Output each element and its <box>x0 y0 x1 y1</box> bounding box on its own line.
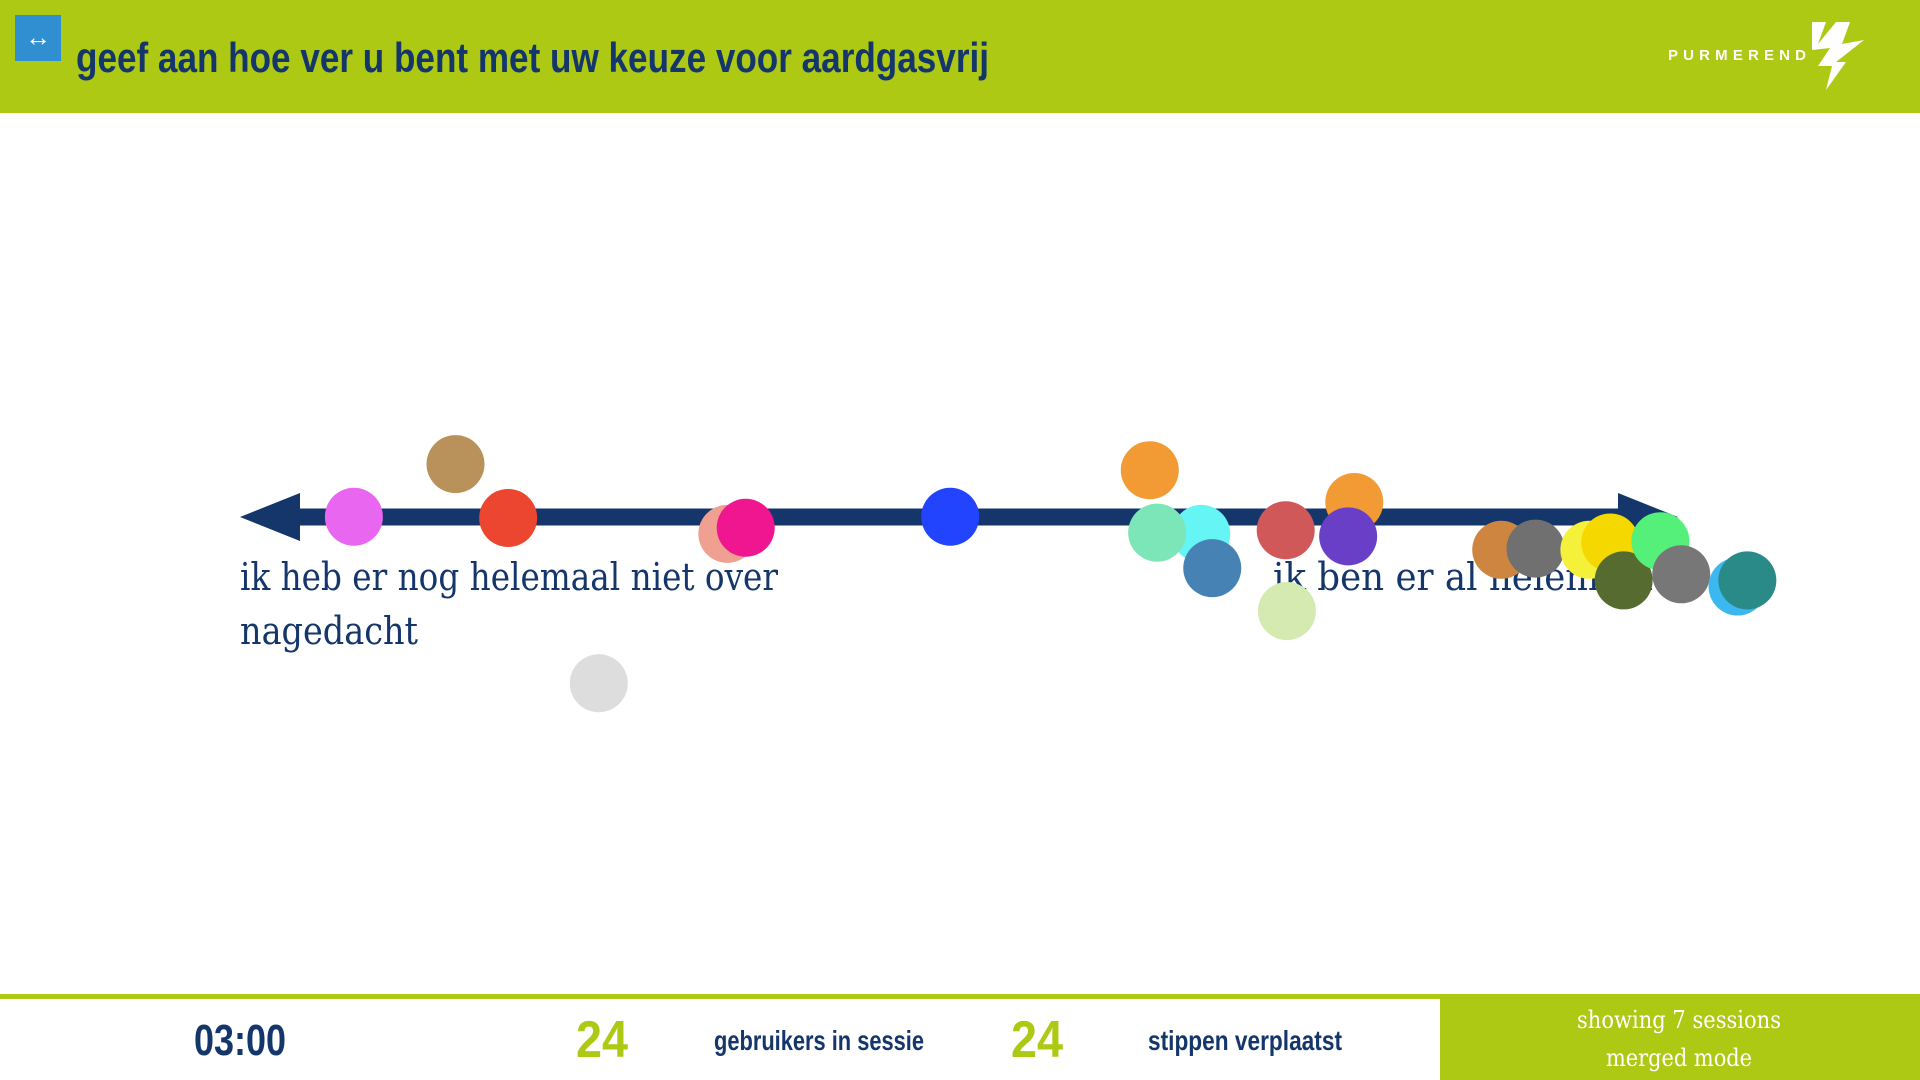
title: geef aan hoe ver u bent met uw keuze voo… <box>76 34 989 81</box>
dot[interactable] <box>569 654 628 713</box>
header-bar <box>0 0 1920 113</box>
dot[interactable] <box>1183 539 1242 598</box>
users-count: 24 <box>576 1011 628 1069</box>
toggle-button[interactable] <box>15 15 61 61</box>
toggle-icon[interactable]: ↔ <box>25 22 51 52</box>
dot[interactable] <box>1120 441 1179 500</box>
users-label: gebruikers in sessie <box>714 1025 924 1056</box>
timer: 03:00 <box>194 1016 286 1065</box>
left-label: nagedacht <box>240 609 418 653</box>
dot[interactable] <box>1128 503 1187 562</box>
dot[interactable] <box>1594 551 1653 610</box>
dot[interactable] <box>1257 582 1316 641</box>
dot[interactable] <box>716 498 775 557</box>
dot[interactable] <box>1319 507 1378 566</box>
footer-rule <box>0 994 1920 999</box>
logo-mark <box>1812 22 1864 90</box>
moved-count: 24 <box>1011 1011 1063 1069</box>
session-box <box>1440 994 1920 1080</box>
mode-info: merged mode <box>1606 1044 1752 1072</box>
dot[interactable] <box>1652 545 1711 604</box>
left-label: ik heb er nog helemaal niet over <box>240 555 779 599</box>
dots <box>324 435 1777 713</box>
dot[interactable] <box>479 488 538 547</box>
dot[interactable] <box>1256 501 1315 560</box>
dot[interactable] <box>426 435 485 494</box>
logo-text: PURMEREND <box>1668 47 1806 64</box>
dot[interactable] <box>324 487 383 546</box>
dot[interactable] <box>1718 551 1777 610</box>
dot[interactable] <box>1506 519 1565 578</box>
moved-label: stippen verplaatst <box>1148 1025 1342 1056</box>
arrow-left <box>240 493 300 541</box>
dot[interactable] <box>921 487 980 546</box>
sessions-info: showing 7 sessions <box>1577 1006 1781 1034</box>
